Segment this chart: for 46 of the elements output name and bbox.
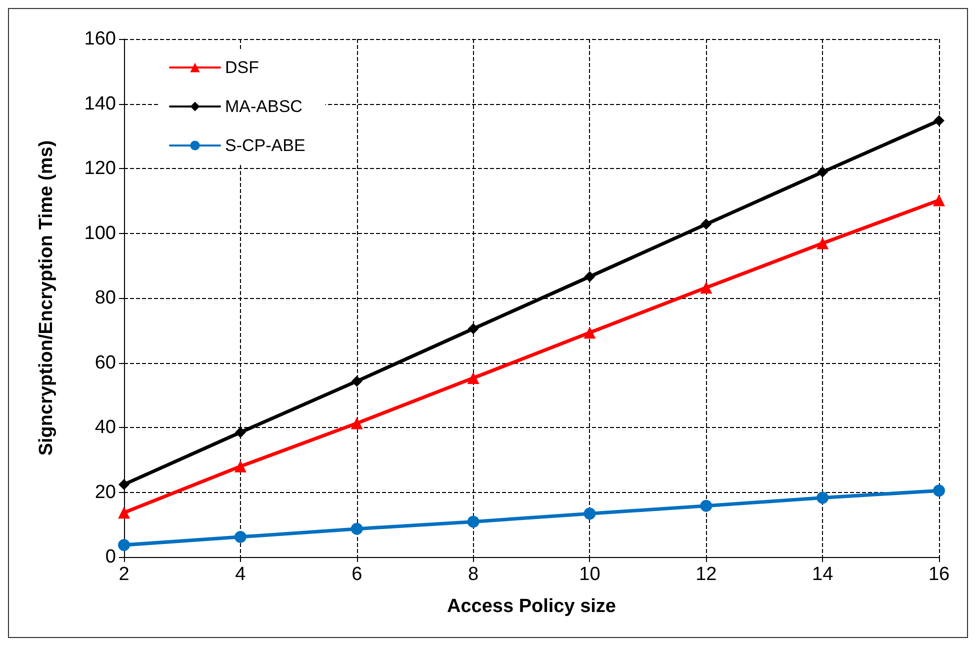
point xyxy=(467,372,480,384)
point xyxy=(118,506,130,519)
y-tick-label: 0 xyxy=(105,546,116,568)
point xyxy=(817,166,828,178)
y-axis-title: Signcryption/Encryption Time (ms) xyxy=(36,140,57,456)
legend-label: DSF xyxy=(225,58,259,77)
y-tick-label: 80 xyxy=(94,288,116,308)
point xyxy=(234,460,246,472)
x-tick-label: 2 xyxy=(118,564,130,585)
point xyxy=(351,376,362,387)
point xyxy=(700,218,712,230)
y-tick-label: 140 xyxy=(84,93,116,114)
point xyxy=(234,530,246,543)
x-axis-title: Access Policy size xyxy=(447,596,616,617)
y-tick-label: 100 xyxy=(84,222,116,244)
x-tick-label: 4 xyxy=(235,564,246,585)
point xyxy=(933,484,945,497)
point xyxy=(118,478,130,490)
x-tick-label: 6 xyxy=(352,564,362,585)
point xyxy=(350,522,363,535)
point xyxy=(468,323,479,334)
y-tick-label: 120 xyxy=(84,158,116,179)
point xyxy=(816,492,829,504)
point xyxy=(934,115,944,126)
point xyxy=(700,500,712,512)
x-tick-label: 10 xyxy=(579,564,600,585)
point xyxy=(816,237,829,250)
y-tick-label: 160 xyxy=(84,28,116,50)
y-tick-label: 20 xyxy=(94,482,116,503)
x-tick-label: 16 xyxy=(928,564,950,585)
point xyxy=(350,417,363,430)
legend-label: S-CP-ABE xyxy=(225,136,306,155)
point xyxy=(467,516,480,528)
point xyxy=(234,426,246,438)
point xyxy=(584,326,596,339)
point xyxy=(700,282,712,294)
y-tick-label: 60 xyxy=(94,352,116,374)
x-tick-label: 14 xyxy=(812,564,834,585)
x-tick-label: 12 xyxy=(696,564,717,585)
x-tick-label: 8 xyxy=(468,564,479,585)
y-tick-label: 40 xyxy=(94,417,116,438)
point xyxy=(933,194,945,206)
legend-label: MA-ABSC xyxy=(225,97,302,116)
point xyxy=(118,539,130,552)
point xyxy=(584,508,596,520)
point xyxy=(584,271,596,282)
